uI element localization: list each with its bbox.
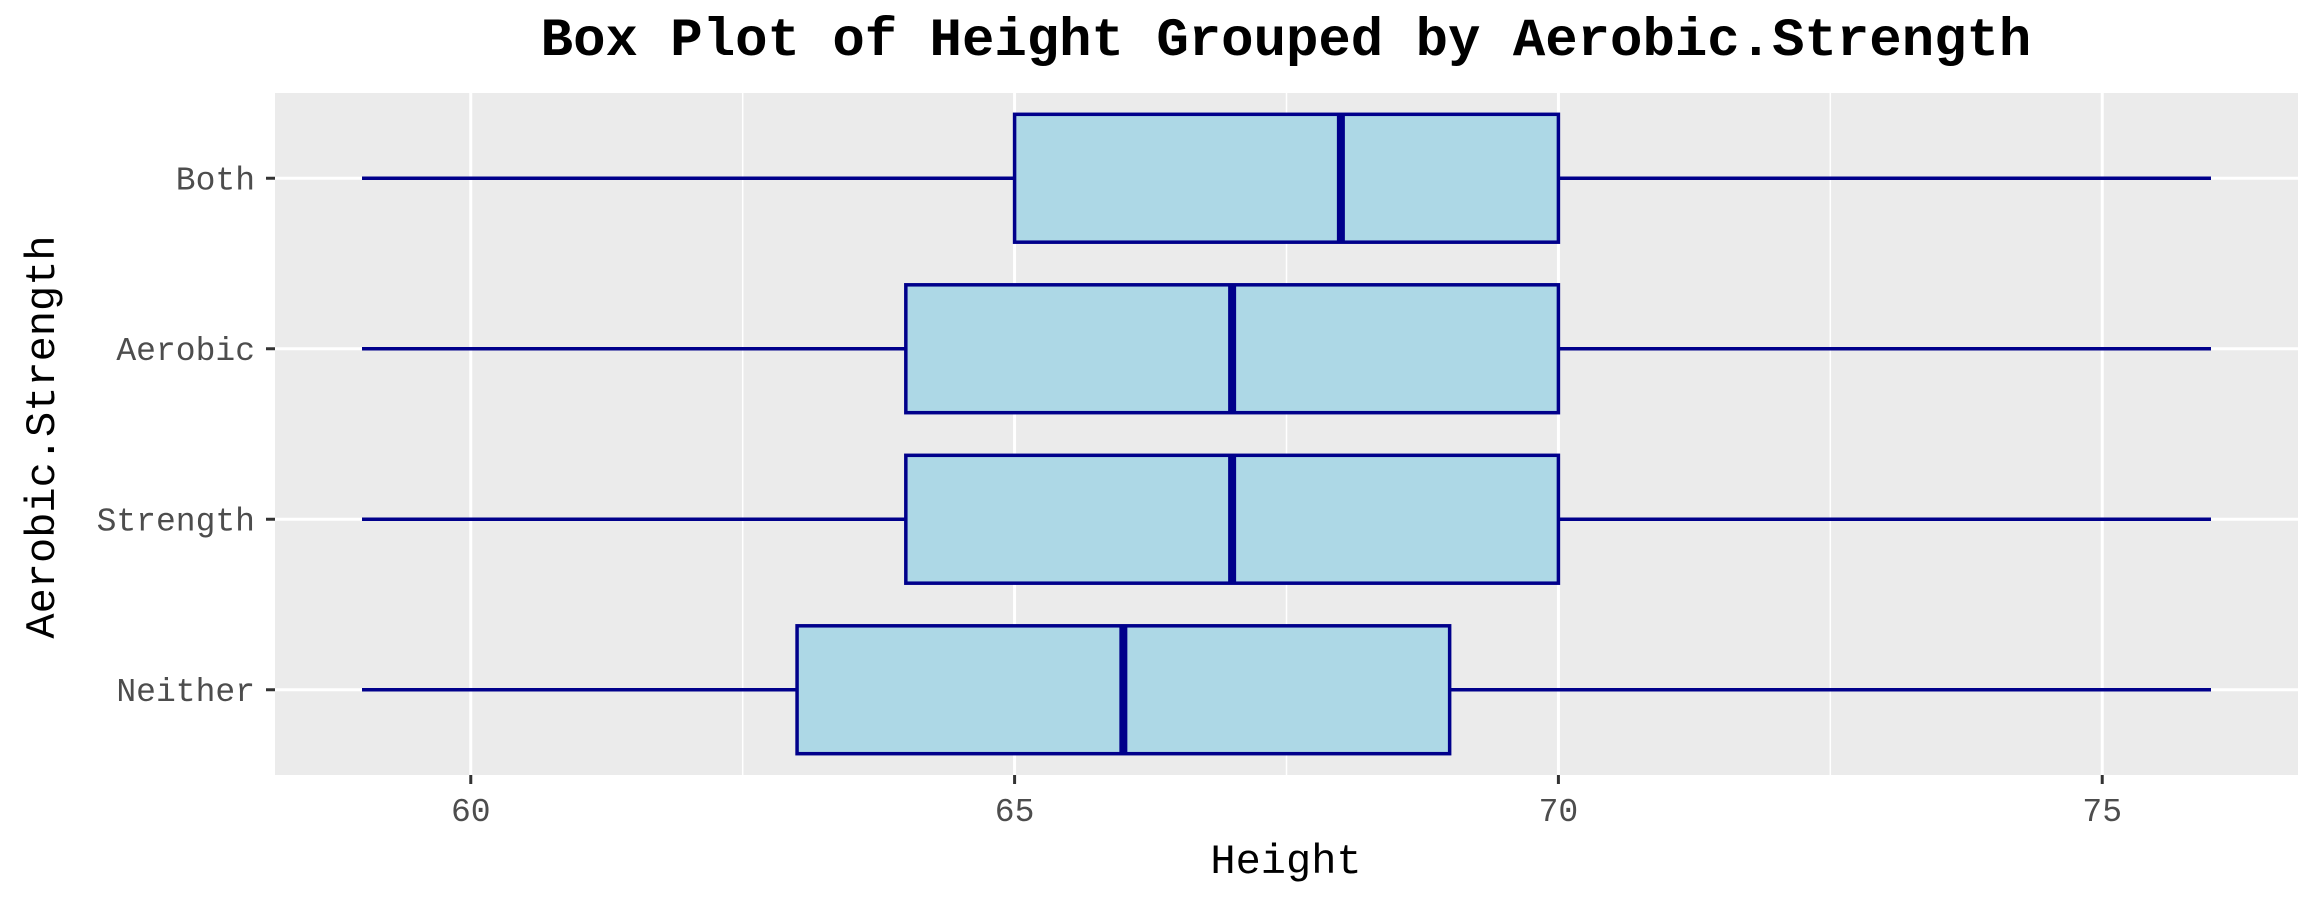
x-axis-title: Height [1210, 838, 1361, 886]
box-group-aerobic [362, 283, 2211, 415]
y-tick-label: Strength [97, 503, 255, 540]
box-group-both [362, 112, 2211, 244]
y-axis-title: Aerobic.Strength [19, 235, 67, 638]
x-tick-label: 65 [995, 794, 1035, 831]
y-tick-label: Both [176, 162, 255, 199]
box-iqr [1012, 112, 1561, 244]
box-group-strength [362, 453, 2211, 585]
box-group-neither [362, 624, 2211, 756]
boxes [362, 112, 2211, 756]
x-tick-label: 70 [1539, 794, 1579, 831]
y-tick-label: Neither [116, 674, 255, 711]
x-tick-label: 75 [2082, 794, 2122, 831]
x-tick-label: 60 [451, 794, 491, 831]
axes: 60 65 70 75 Both Aerobic Strength Neither [97, 162, 2122, 831]
chart-title: Box Plot of Height Grouped by Aerobic.St… [541, 11, 2032, 72]
y-tick-label: Aerobic [116, 333, 255, 370]
